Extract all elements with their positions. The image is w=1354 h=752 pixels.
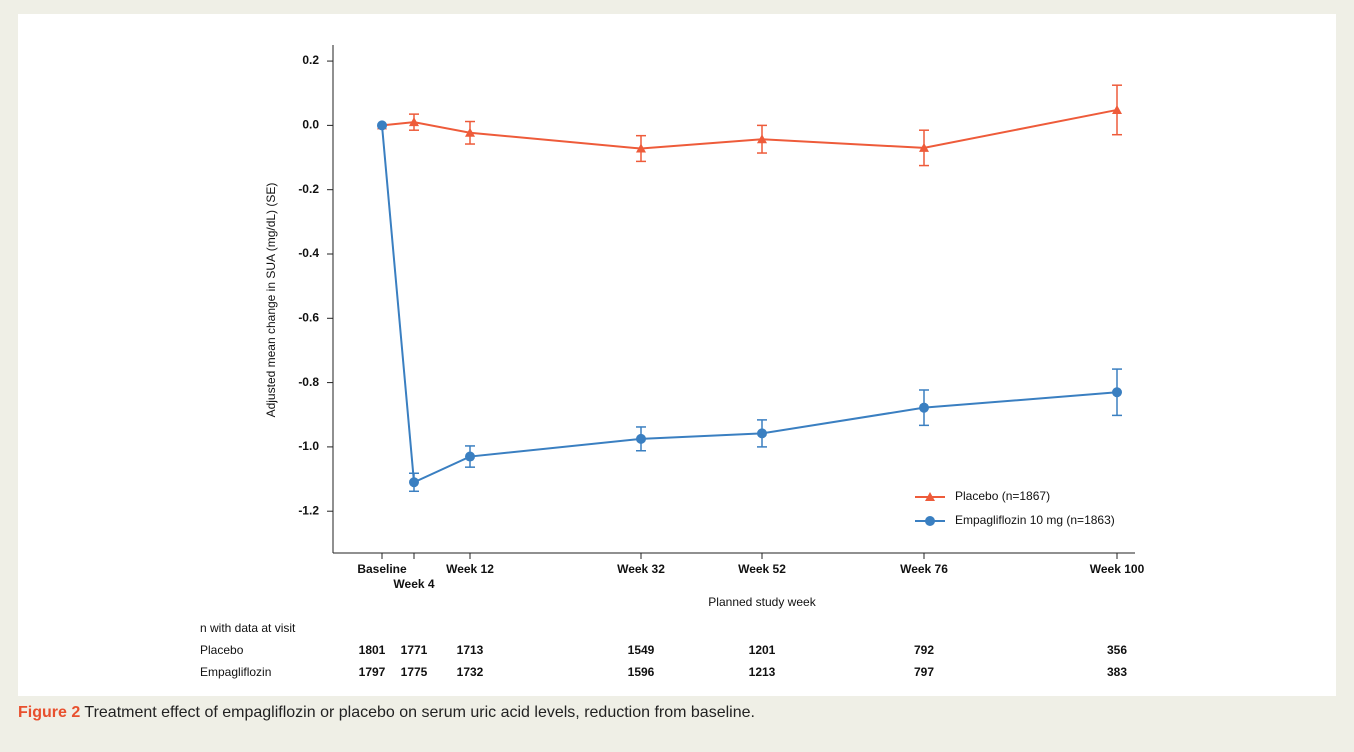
table-cell: 1713 [457,643,484,657]
table-cell: 792 [914,643,934,657]
table-cell: 356 [1107,643,1127,657]
point [465,127,475,137]
y-tick-label: -0.6 [298,310,319,324]
point [757,134,767,144]
y-tick-label: 0.2 [302,53,319,67]
legend-label: Placebo (n=1867) [955,489,1050,503]
x-tick-label: Week 100 [1090,562,1145,576]
x-axis-label: Planned study week [708,595,816,609]
point [919,402,929,413]
y-tick-label: 0.0 [302,118,319,132]
table-row-label: Placebo [200,643,244,657]
table-cell: 1797 [359,665,386,679]
figure-card: Adjusted mean change in SUA (mg/dL) (SE)… [18,14,1336,696]
x-tick-label: Week 76 [900,562,948,576]
caption-text: Treatment effect of empagliflozin or pla… [84,704,755,721]
table-cell: 1771 [401,643,428,657]
x-tick-label: Week 52 [738,562,786,576]
table-cell: 1732 [457,665,484,679]
series-line [381,125,1118,484]
point [636,433,646,444]
legend-marker [925,492,935,501]
chart: Adjusted mean change in SUA (mg/dL) (SE)… [200,45,1145,679]
point [636,143,646,153]
point [409,117,419,127]
caption-label: Figure 2 [18,704,81,721]
table-cell: 383 [1107,665,1127,679]
y-tick-label: -1.2 [298,503,319,517]
y-tick-label: -0.4 [298,246,319,260]
series-line [381,108,1118,150]
x-tick-label: Week 12 [446,562,494,576]
point [919,142,929,152]
y-tick-label: -1.0 [298,439,319,453]
y-tick-label: -0.8 [298,375,319,389]
legend-label: Empagliflozin 10 mg (n=1863) [955,513,1115,527]
table-cell: 1596 [628,665,655,679]
table-title: n with data at visit [200,621,296,635]
x-tick-label: Week 4 [393,577,434,591]
table-cell: 1201 [749,643,776,657]
legend-marker [925,516,935,526]
x-tick-label: Week 32 [617,562,665,576]
point [465,451,475,462]
table-cell: 797 [914,665,934,679]
y-tick-label: -0.2 [298,182,319,196]
point [757,428,767,439]
caption: Figure 2 Treatment effect of empaglifloz… [18,704,755,722]
y-axis-label: Adjusted mean change in SUA (mg/dL) (SE) [264,183,278,418]
table-row-label: Empagliflozin [200,665,271,679]
table-cell: 1549 [628,643,655,657]
table-cell: 1801 [359,643,386,657]
point [1112,387,1122,398]
table-cell: 1213 [749,665,776,679]
point [409,477,419,488]
x-tick-label: Baseline [357,562,407,576]
point [1112,104,1122,114]
point [377,120,387,131]
table-cell: 1775 [401,665,428,679]
